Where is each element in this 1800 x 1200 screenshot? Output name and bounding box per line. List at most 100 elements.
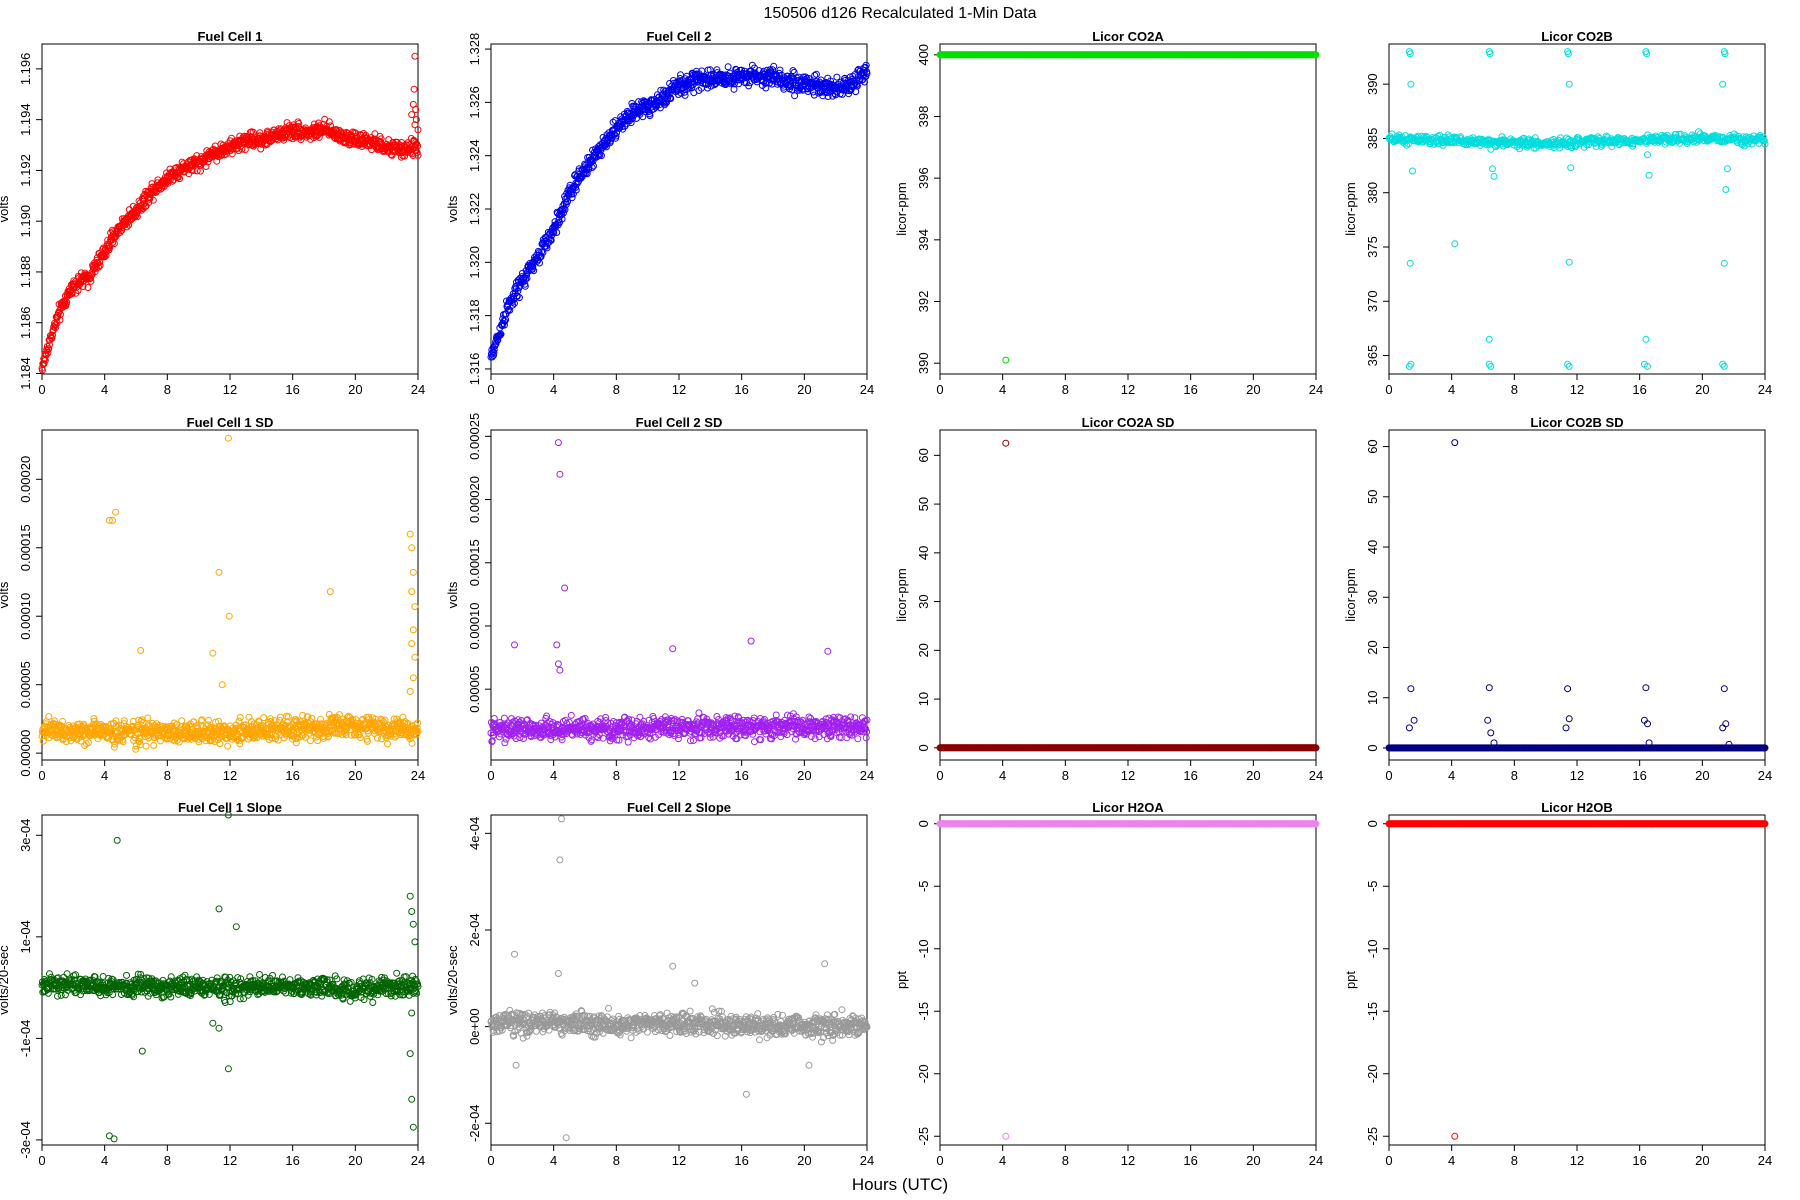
y-axis-label: volts [0, 581, 11, 608]
y-tick-label: 1.186 [18, 306, 33, 339]
data-point [1485, 335, 1493, 343]
data-point [724, 63, 732, 71]
data-point [56, 316, 64, 324]
data-point [862, 734, 870, 742]
data-point [325, 118, 333, 126]
y-tick-label: 370 [1365, 290, 1380, 312]
panel-title: Licor CO2B [1541, 29, 1613, 44]
y-axis-label: volts [445, 581, 460, 608]
data-point [1409, 167, 1416, 175]
y-axis-label: volts [445, 195, 460, 222]
data-point [411, 653, 419, 661]
x-tick-label: 20 [1246, 768, 1260, 783]
y-tick-label: 1.328 [467, 33, 482, 66]
data-point [106, 244, 114, 252]
data-point [95, 263, 102, 271]
data-points [38, 434, 422, 753]
data-point [326, 588, 334, 596]
x-tick-label: 12 [1570, 382, 1584, 397]
data-points [936, 439, 1320, 752]
x-tick-label: 24 [1309, 768, 1323, 783]
x-tick-label: 8 [164, 768, 171, 783]
y-tick-label: 0.00020 [18, 456, 33, 503]
data-points [487, 439, 871, 747]
y-tick-label: 1.322 [467, 193, 482, 226]
data-point [193, 167, 201, 175]
data-point [747, 637, 755, 645]
panel-title: Fuel Cell 2 [646, 29, 711, 44]
data-point [409, 568, 417, 576]
x-tick-label: 16 [285, 382, 299, 397]
plot-frame [939, 429, 1317, 761]
y-tick-label: 396 [916, 167, 931, 189]
data-points [936, 51, 1320, 364]
data-point [554, 439, 562, 447]
x-tick-label: 4 [550, 382, 557, 397]
data-point [52, 321, 60, 329]
plot-frame [41, 43, 419, 375]
plot-frame [490, 429, 868, 761]
y-tick-label: 1.324 [467, 139, 482, 172]
data-point [314, 737, 322, 745]
y-tick-label: 394 [916, 229, 931, 251]
x-tick-label: 12 [1121, 768, 1135, 783]
data-point [41, 356, 49, 364]
x-tick-label: 20 [348, 768, 362, 783]
data-point [1488, 165, 1496, 173]
data-point [265, 137, 273, 145]
data-point [236, 714, 244, 721]
data-point [669, 645, 677, 653]
data-point [112, 508, 120, 516]
data-point [406, 688, 414, 695]
x-tick-label: 12 [672, 768, 686, 783]
data-point [87, 277, 95, 285]
data-point [1406, 259, 1414, 267]
y-axis-label: licor-ppm [894, 182, 909, 235]
y-axis-label: licor-ppm [894, 568, 909, 621]
data-point [189, 167, 197, 175]
data-point [307, 135, 314, 143]
y-axis-label: volts [0, 195, 11, 222]
x-tick-label: 12 [672, 382, 686, 397]
y-tick-label: 0.00010 [18, 593, 33, 640]
data-point [209, 649, 217, 657]
y-tick-label: 1.188 [18, 256, 33, 289]
data-point [56, 311, 64, 319]
x-tick-label: 16 [734, 382, 748, 397]
x-tick-label: 12 [223, 768, 237, 783]
data-point [1451, 240, 1459, 248]
x-tick-label: 4 [101, 768, 108, 783]
data-point [553, 641, 561, 649]
y-tick-label: 0.00025 [467, 413, 482, 460]
x-tick-label: 16 [734, 768, 748, 783]
data-point [501, 739, 509, 747]
data-point [204, 158, 212, 166]
x-tick-label: 16 [1183, 768, 1197, 783]
data-point [1644, 151, 1651, 159]
data-point [224, 742, 232, 750]
data-point [408, 588, 416, 596]
y-tick-label: 0 [916, 744, 931, 751]
data-point [1565, 80, 1573, 88]
y-tick-label: 1.196 [18, 53, 33, 86]
data-point [116, 228, 124, 236]
data-point [178, 717, 186, 725]
data-point [556, 470, 564, 478]
y-tick-label: 1.184 [18, 357, 33, 390]
data-point [238, 145, 246, 153]
data-point [1723, 165, 1731, 173]
x-tick-label: 12 [1121, 382, 1135, 397]
data-point [511, 641, 518, 649]
x-tick-label: 4 [999, 768, 1006, 783]
y-tick-label: 0.00020 [467, 476, 482, 523]
y-tick-label: 1.316 [467, 353, 482, 386]
data-point [1719, 80, 1727, 88]
y-tick-label: 398 [916, 106, 931, 128]
data-point [1002, 356, 1010, 364]
data-point [40, 360, 48, 368]
data-point [373, 734, 381, 742]
y-tick-label: 10 [916, 692, 931, 706]
data-point [408, 544, 416, 552]
